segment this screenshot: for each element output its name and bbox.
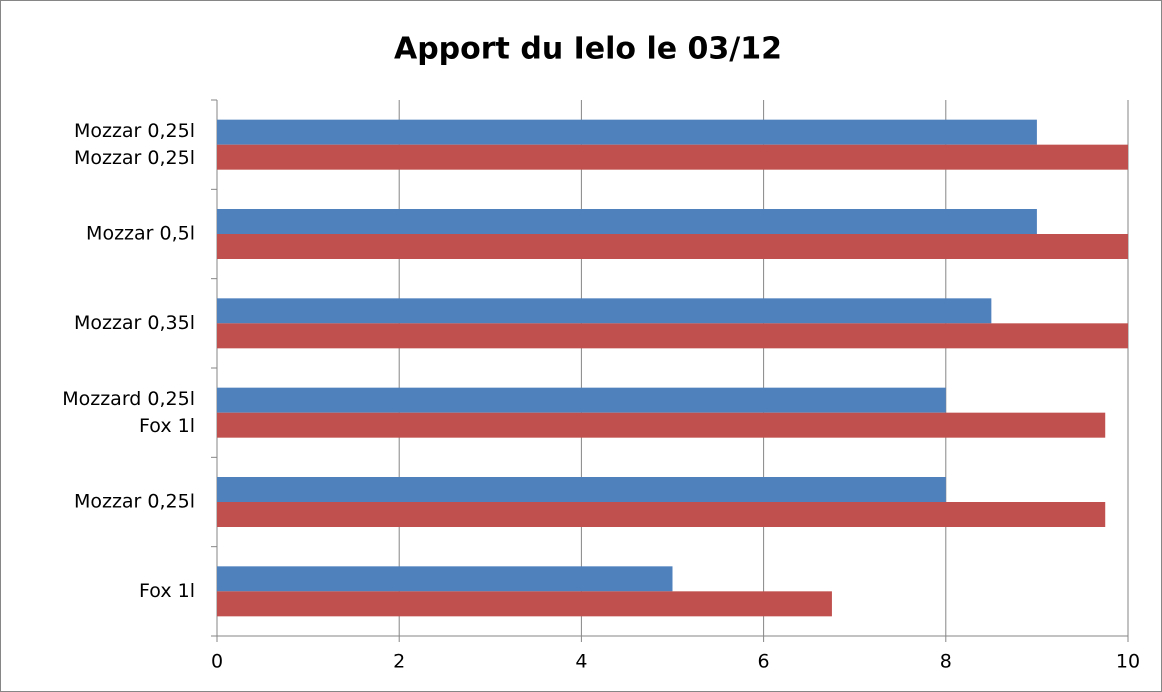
bar	[217, 591, 832, 617]
bar	[217, 502, 1106, 527]
bar	[217, 323, 1128, 349]
y-tick-label: Mozzar 0,25l Mozzar 0,25l	[74, 120, 195, 169]
bar	[217, 566, 673, 592]
x-tick-label: 2	[393, 651, 405, 673]
y-tick-label: Mozzar 0,5l	[86, 223, 195, 245]
y-tick-label: Mozzar 0,25l	[74, 491, 195, 513]
x-tick-label: 0	[211, 651, 223, 673]
bar	[217, 387, 946, 413]
bar	[217, 234, 1128, 259]
x-tick-label: 8	[940, 651, 952, 673]
x-tick-label: 4	[575, 651, 587, 673]
bar	[217, 209, 1037, 234]
y-tick-label: Fox 1l	[139, 580, 195, 602]
y-tick-label: Mozzar 0,35l	[74, 312, 195, 334]
bar	[217, 477, 946, 502]
y-tick-label: Mozzard 0,25l Fox 1l	[62, 388, 195, 437]
bar	[217, 412, 1106, 438]
chart-title: Apport du Ielo le 03/12	[394, 32, 782, 67]
bar	[217, 119, 1037, 145]
bar	[217, 298, 992, 324]
x-tick-label: 6	[758, 651, 770, 673]
bar	[217, 144, 1128, 170]
x-tick-label: 10	[1116, 651, 1140, 673]
